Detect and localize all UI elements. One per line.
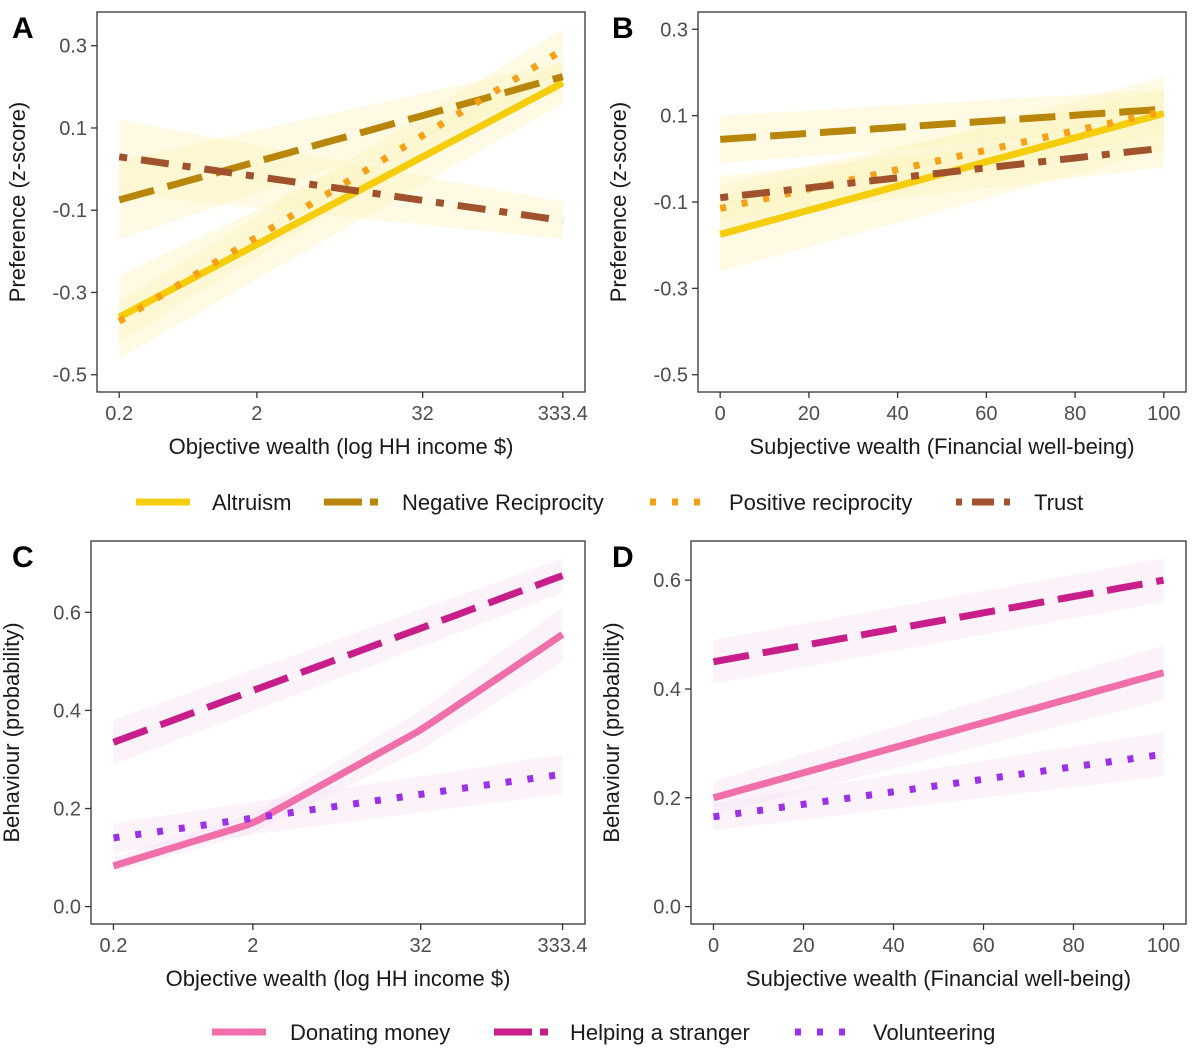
- y-tick-label: -0.3: [654, 278, 688, 300]
- y-tick-label: 0.6: [653, 570, 681, 592]
- y-axis-title: Behaviour (probability): [0, 622, 24, 842]
- y-tick-label: -0.5: [654, 365, 688, 387]
- x-tick-label: 40: [882, 935, 904, 957]
- y-tick-label: -0.3: [53, 282, 87, 304]
- legend-label: Helping a stranger: [570, 1020, 750, 1045]
- panel-letter: D: [612, 541, 634, 574]
- x-tick-label: 32: [410, 935, 432, 957]
- y-tick-label: 0.3: [660, 19, 688, 41]
- legend-item-negative-reciprocity: Negative Reciprocity: [324, 490, 604, 515]
- legend-label: Negative Reciprocity: [402, 490, 604, 515]
- y-tick-label: 0.0: [653, 897, 681, 919]
- y-tick-label: -0.1: [654, 192, 688, 214]
- legend-item-helping-a-stranger: Helping a stranger: [494, 1020, 750, 1045]
- legend-label: Altruism: [212, 490, 291, 515]
- y-tick-label: 0.3: [59, 36, 87, 58]
- y-tick-label: 0.1: [660, 106, 688, 128]
- y-tick-label: -0.5: [53, 365, 87, 387]
- panel-letter: A: [12, 12, 34, 45]
- panel-border: [90, 540, 586, 925]
- y-tick-label: 0.1: [59, 118, 87, 140]
- legend-label: Positive reciprocity: [729, 490, 912, 515]
- confidence-band-donating-money: [713, 645, 1164, 815]
- x-tick-label: 80: [1064, 403, 1086, 425]
- behaviour-legend: Donating money Helping a stranger Voluntee…: [212, 1020, 995, 1045]
- panel-c: C 0.2 2 32 333.4 0.0 0.2 0.4 0.6 Objective wealth…: [0, 540, 588, 991]
- series-line-positive-reciprocity: [719, 107, 1165, 212]
- panel-a: A 0.2 2 32 333.4 -0.5 -0.3 -0.1 0.1 0.3 Objective …: [5, 11, 588, 459]
- legend-label: Donating money: [290, 1020, 450, 1045]
- x-axis-title: Subjective wealth (Financial well-being): [746, 966, 1131, 991]
- x-tick-label: 0: [708, 935, 719, 957]
- legend-item-donating-money: Donating money: [212, 1020, 450, 1045]
- legend-item-volunteering: Volunteering: [795, 1020, 995, 1045]
- confidence-band-negative-reciprocity: [119, 62, 563, 240]
- preference-legend: Altruism Negative Reciprocity Positive rec…: [136, 490, 1083, 515]
- x-tick-label: 0.2: [105, 403, 133, 425]
- series-line-negative-reciprocity: [719, 105, 1165, 143]
- x-tick-label: 0.2: [100, 935, 128, 957]
- y-axis-title: Preference (z-score): [5, 102, 30, 303]
- confidence-band-donating-money: [113, 607, 563, 873]
- legend-label: Trust: [1034, 490, 1083, 515]
- series-line-trust: [719, 144, 1165, 202]
- y-tick-label: -0.1: [53, 200, 87, 222]
- series-line-negative-reciprocity: [118, 73, 564, 204]
- x-tick-label: 80: [1062, 935, 1084, 957]
- confidence-band-helping-a-stranger: [113, 558, 563, 765]
- x-tick-label: 20: [798, 403, 820, 425]
- series-line-volunteering: [713, 750, 1164, 821]
- series-line-donating-money: [112, 631, 565, 870]
- x-tick-label: 60: [972, 935, 994, 957]
- confidence-band-trust: [119, 119, 563, 239]
- panel-letter: C: [12, 541, 34, 574]
- y-tick-label: 0.4: [653, 679, 681, 701]
- x-tick-label: 333.4: [538, 403, 588, 425]
- panel-border: [690, 540, 1187, 925]
- series-line-helping-a-stranger: [112, 572, 564, 746]
- series-line-trust: [118, 153, 564, 224]
- confidence-band-positive-reciprocity: [720, 89, 1164, 233]
- y-tick-label: 0.2: [653, 788, 681, 810]
- x-tick-label: 32: [412, 403, 434, 425]
- legend-item-positive-reciprocity: Positive reciprocity: [650, 490, 912, 515]
- legend-item-trust: Trust: [956, 490, 1083, 515]
- y-axis-title: Behaviour (probability): [599, 622, 624, 842]
- panel-b: B 0 20 40 60 80 100 -0.5 -0.3 -0.1 0.1 0.3 Subjectiv…: [606, 11, 1187, 459]
- x-tick-label: 20: [792, 935, 814, 957]
- x-tick-label: 333.4: [538, 935, 588, 957]
- x-tick-label: 100: [1147, 403, 1180, 425]
- plot-background: [91, 541, 585, 924]
- x-axis-title: Subjective wealth (Financial well-being): [749, 434, 1134, 459]
- x-tick-label: 2: [251, 403, 262, 425]
- x-axis-title: Objective wealth (log HH income $): [169, 434, 514, 459]
- x-tick-label: 0: [715, 403, 726, 425]
- series-line-donating-money: [712, 669, 1165, 802]
- series-line-volunteering: [113, 770, 563, 842]
- y-tick-label: 0.0: [53, 897, 81, 919]
- x-axis-title: Objective wealth (log HH income $): [166, 966, 511, 991]
- panel-border: [96, 11, 586, 393]
- panel-letter: B: [612, 12, 634, 45]
- y-axis-title: Preference (z-score): [606, 102, 631, 303]
- series-line-altruism: [117, 79, 565, 321]
- legend-item-altruism: Altruism: [136, 490, 291, 515]
- plot-background: [698, 12, 1186, 392]
- panel-d: D 0 20 40 60 80 100 0.0 0.2 0.4 0.6 Subjective weal…: [599, 540, 1187, 991]
- x-tick-label: 2: [247, 935, 258, 957]
- x-tick-label: 40: [887, 403, 909, 425]
- confidence-band-altruism: [119, 62, 563, 359]
- confidence-band-volunteering: [713, 732, 1164, 831]
- series-line-helping-a-stranger: [712, 576, 1165, 666]
- x-tick-label: 60: [975, 403, 997, 425]
- legend-label: Volunteering: [873, 1020, 995, 1045]
- y-tick-label: 0.6: [53, 602, 81, 624]
- x-tick-label: 100: [1147, 935, 1180, 957]
- y-tick-label: 0.4: [53, 700, 81, 722]
- y-tick-label: 0.2: [53, 799, 81, 821]
